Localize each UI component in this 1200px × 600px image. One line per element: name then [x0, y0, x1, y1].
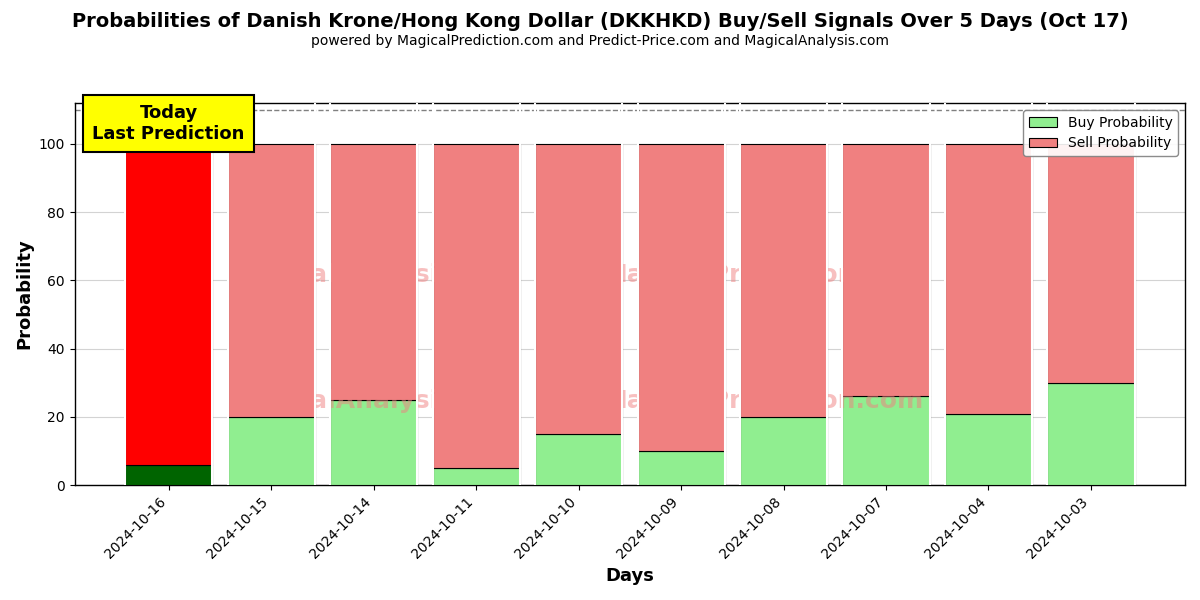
Bar	[535, 434, 622, 485]
Bar	[1048, 383, 1134, 485]
Bar	[637, 144, 725, 451]
Bar	[330, 144, 418, 400]
Bar	[330, 400, 418, 485]
Bar	[432, 144, 520, 468]
Bar	[228, 144, 314, 417]
Bar	[944, 413, 1032, 485]
Bar	[535, 144, 622, 434]
Bar	[125, 144, 212, 464]
Text: MagicalAnalysis.com: MagicalAnalysis.com	[228, 263, 521, 287]
Bar	[740, 144, 827, 417]
Text: MagicalPrediction.com: MagicalPrediction.com	[602, 263, 924, 287]
Bar	[842, 144, 930, 397]
Text: MagicalPrediction.com: MagicalPrediction.com	[602, 389, 924, 413]
Bar	[637, 451, 725, 485]
Bar	[740, 417, 827, 485]
Text: Today
Last Prediction: Today Last Prediction	[92, 104, 245, 143]
Legend: Buy Probability, Sell Probability: Buy Probability, Sell Probability	[1024, 110, 1178, 156]
Bar	[944, 144, 1032, 413]
Text: Probabilities of Danish Krone/Hong Kong Dollar (DKKHKD) Buy/Sell Signals Over 5 : Probabilities of Danish Krone/Hong Kong …	[72, 12, 1128, 31]
Text: powered by MagicalPrediction.com and Predict-Price.com and MagicalAnalysis.com: powered by MagicalPrediction.com and Pre…	[311, 34, 889, 48]
Text: MagicalAnalysis.com: MagicalAnalysis.com	[228, 389, 521, 413]
X-axis label: Days: Days	[605, 567, 654, 585]
Bar	[228, 417, 314, 485]
Bar	[1048, 144, 1134, 383]
Bar	[125, 464, 212, 485]
Y-axis label: Probability: Probability	[16, 239, 34, 349]
Bar	[432, 468, 520, 485]
Bar	[842, 397, 930, 485]
